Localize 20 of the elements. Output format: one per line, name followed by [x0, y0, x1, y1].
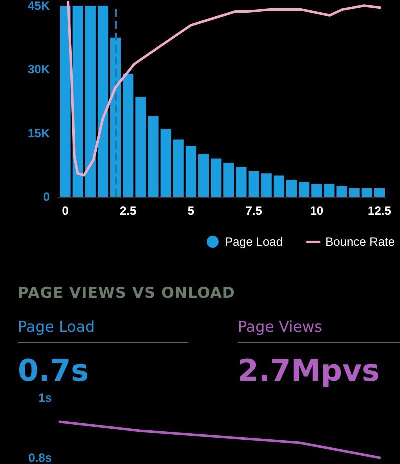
legend-label: Page Load [224, 235, 284, 249]
x-tick-label: 10 [310, 204, 324, 218]
line-series [58, 420, 382, 460]
x-tick-label: 12.5 [368, 204, 392, 218]
x-tick-label: 7.5 [246, 204, 263, 218]
y-tick-label: 0.8s [28, 451, 52, 464]
y-tick-label: 15K [28, 126, 50, 140]
text: PAGE VIEWS VS ONLOAD [18, 284, 236, 302]
text: 2.7Mpvs [238, 354, 380, 389]
x-tick-label: 5 [188, 204, 195, 218]
legend-label: Bounce Rate [326, 235, 396, 249]
text: 0.7s [18, 354, 90, 389]
y-tick-label: 0 [43, 190, 50, 204]
text: Page Load [18, 318, 188, 343]
text: Page Views [238, 318, 400, 343]
x-tick-label: 0 [62, 204, 70, 218]
x-tick-label: 2.5 [120, 204, 138, 218]
y-tick-label: 30K [28, 62, 50, 77]
y-tick-label: 1s [38, 391, 52, 405]
y-tick-label: 45K [28, 0, 50, 13]
